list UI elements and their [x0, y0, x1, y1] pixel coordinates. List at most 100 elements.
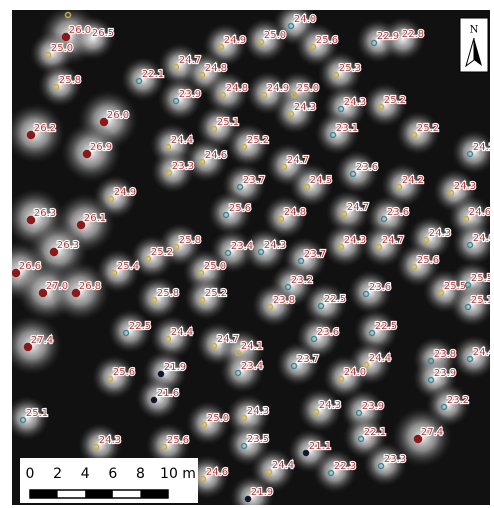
tree-height-label: 24.6: [205, 150, 227, 161]
scale-segment: [30, 490, 58, 498]
tree-height-label: 23.9: [179, 89, 201, 100]
tree-height-label: 24.6: [469, 207, 491, 218]
tree-height-label: 24.6: [206, 467, 228, 478]
tree-height-label: 22.3: [334, 461, 356, 472]
tree-height-label: 24.2: [473, 142, 494, 153]
tree-height-label: 26.0: [69, 25, 91, 36]
tree-height-label: 26.3: [57, 240, 79, 251]
tree-height-label: 22.1: [364, 427, 386, 438]
tree-height-label: 25.0: [207, 413, 229, 424]
tree-height-label: 24.8: [226, 83, 248, 94]
tree-height-label: 21.9: [164, 362, 186, 373]
tree-height-label: 23.9: [434, 368, 456, 379]
tree-height-label: 24.4: [171, 135, 193, 146]
tree-height-label: 24.2: [402, 175, 424, 186]
tree-height-label: 24.7: [382, 235, 404, 246]
tree-height-label: 23.9: [362, 401, 384, 412]
tree-dot: [304, 451, 309, 456]
tree-height-label: 24.1: [241, 341, 263, 352]
tree-height-label: 21.6: [157, 388, 179, 399]
north-arrow: N: [460, 18, 488, 72]
scale-bar: 0 2 4 6 8 10 m: [20, 458, 198, 503]
tree-height-label: 25.2: [205, 288, 227, 299]
scale-segment: [85, 490, 113, 498]
tree-height-label: 24.8: [205, 63, 227, 74]
tree-height-label: 24.4: [272, 460, 294, 471]
tree-height-label: 24.3: [429, 228, 451, 239]
tree-height-label: 24.3: [344, 97, 366, 108]
tree-height-label: 23.7: [243, 175, 265, 186]
scale-label: 0: [26, 466, 35, 482]
scale-label: 4: [81, 466, 90, 482]
tree-height-label: 23.5: [247, 434, 269, 445]
tree-height-label: 24.7: [217, 334, 239, 345]
tree-height-label: 25.2: [247, 135, 269, 146]
tree-height-label: 23.7: [297, 354, 319, 365]
tree-height-label: 23.3: [172, 161, 194, 172]
tree-height-label: 26.8: [79, 281, 101, 292]
tree-height-label: 23.2: [447, 395, 469, 406]
tree-height-label: 25.8: [59, 75, 81, 86]
tree-height-label: 25.3: [339, 63, 361, 74]
tree-height-label: 24.8: [284, 207, 306, 218]
tree-height-label: 25.1: [26, 408, 48, 419]
tree-height-label: 22.5: [375, 321, 397, 332]
tree-height-label: 26.0: [107, 110, 129, 121]
tree-height-label: 22.8: [402, 29, 424, 40]
tree-height-label: 25.5: [444, 281, 466, 292]
tree-height-label: 25.2: [151, 247, 173, 258]
tree-height-label: 25.1: [217, 117, 239, 128]
tree-height-label: 24.5: [310, 175, 332, 186]
scale-label: 2: [53, 466, 62, 482]
tree-height-label: 24.3: [99, 435, 121, 446]
tree-height-label: 21.9: [251, 487, 273, 498]
scale-label: 8: [136, 466, 145, 482]
tree-height-label: 26.9: [90, 142, 112, 153]
tree-height-label: 23.6: [317, 327, 339, 338]
tree-dot: [246, 497, 251, 502]
tree-height-label: 21.1: [309, 441, 331, 452]
tree-height-label: 24.4: [171, 327, 193, 338]
north-label: N: [470, 25, 479, 36]
tree-height-label: 23.6: [356, 162, 378, 173]
tree-height-label: 24.7: [347, 202, 369, 213]
tree-height-label: 25.1: [471, 295, 493, 306]
map: 26.026.524.022.922.825.024.925.025.624.7…: [0, 0, 494, 508]
tree-height-label: 23.6: [387, 207, 409, 218]
tree-height-label: 26.6: [19, 261, 41, 272]
tree-height-label: 24.3: [319, 400, 341, 411]
tree-height-label: 22.1: [142, 69, 164, 80]
tree-height-label: 23.8: [434, 349, 456, 360]
tree-height-label: 25.6: [316, 35, 338, 46]
tree-dot: [152, 398, 157, 403]
tree-height-label: 25.2: [417, 123, 439, 134]
tree-height-label: 23.1: [336, 123, 358, 134]
tree-height-label: 22.9: [377, 31, 399, 42]
tree-height-label: 25.0: [264, 30, 286, 41]
scale-label: 10 m: [160, 466, 196, 482]
tree-height-label: 24.3: [247, 406, 269, 417]
scale-label: 6: [108, 466, 117, 482]
tree-height-label: 24.3: [344, 235, 366, 246]
tree-height-label: 24.3: [454, 181, 476, 192]
tree-height-label: 22.5: [324, 294, 346, 305]
tree-height-label: 27.4: [31, 335, 53, 346]
tree-height-label: 27.0: [46, 281, 68, 292]
tree-height-label: 25.8: [179, 235, 201, 246]
tree-height-label: 24.4: [473, 347, 494, 358]
tree-height-label: 25.4: [117, 261, 139, 272]
tree-height-label: 23.2: [291, 275, 313, 286]
tree-height-label: 25.2: [384, 95, 406, 106]
tree-height-label: 25.6: [229, 203, 251, 214]
tree-height-label: 23.6: [369, 282, 391, 293]
tree-height-label: 24.0: [294, 14, 316, 25]
tree-height-label: 24.3: [294, 102, 316, 113]
tree-height-label: 25.6: [167, 435, 189, 446]
tree-height-label: 24.0: [473, 233, 494, 244]
tree-height-label: 25.0: [204, 261, 226, 272]
tree-height-label: 26.5: [92, 28, 114, 39]
tree-height-label: 23.3: [384, 454, 406, 465]
tree-height-label: 23.4: [231, 241, 253, 252]
tree-height-label: 25.6: [417, 255, 439, 266]
tree-height-label: 26.1: [84, 213, 106, 224]
